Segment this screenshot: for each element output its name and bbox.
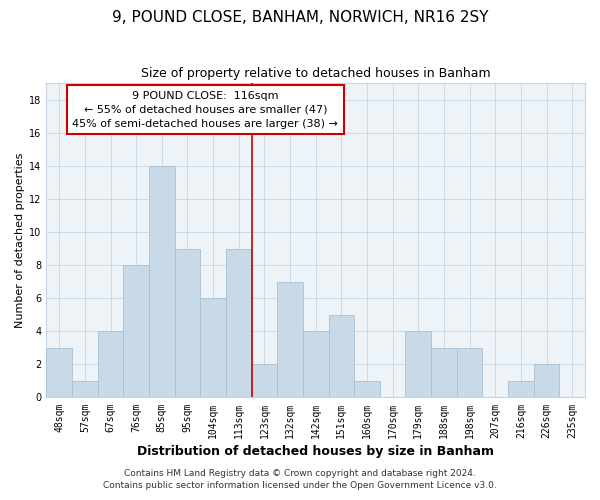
Bar [277,282,303,398]
Bar [457,348,482,398]
Bar [175,248,200,398]
Bar [200,298,226,398]
Bar [72,381,98,398]
Bar [431,348,457,398]
Bar [98,332,124,398]
Text: 9, POUND CLOSE, BANHAM, NORWICH, NR16 2SY: 9, POUND CLOSE, BANHAM, NORWICH, NR16 2S… [112,10,488,25]
Bar [303,332,329,398]
Bar [46,348,72,398]
Bar [534,364,559,398]
Bar [406,332,431,398]
Bar [329,314,354,398]
Bar [149,166,175,398]
Text: Contains HM Land Registry data © Crown copyright and database right 2024.
Contai: Contains HM Land Registry data © Crown c… [103,468,497,490]
Bar [354,381,380,398]
X-axis label: Distribution of detached houses by size in Banham: Distribution of detached houses by size … [137,444,494,458]
Bar [124,265,149,398]
Bar [226,248,251,398]
Y-axis label: Number of detached properties: Number of detached properties [15,152,25,328]
Bar [508,381,534,398]
Text: 9 POUND CLOSE:  116sqm
← 55% of detached houses are smaller (47)
45% of semi-det: 9 POUND CLOSE: 116sqm ← 55% of detached … [73,91,338,129]
Title: Size of property relative to detached houses in Banham: Size of property relative to detached ho… [141,68,491,80]
Bar [251,364,277,398]
